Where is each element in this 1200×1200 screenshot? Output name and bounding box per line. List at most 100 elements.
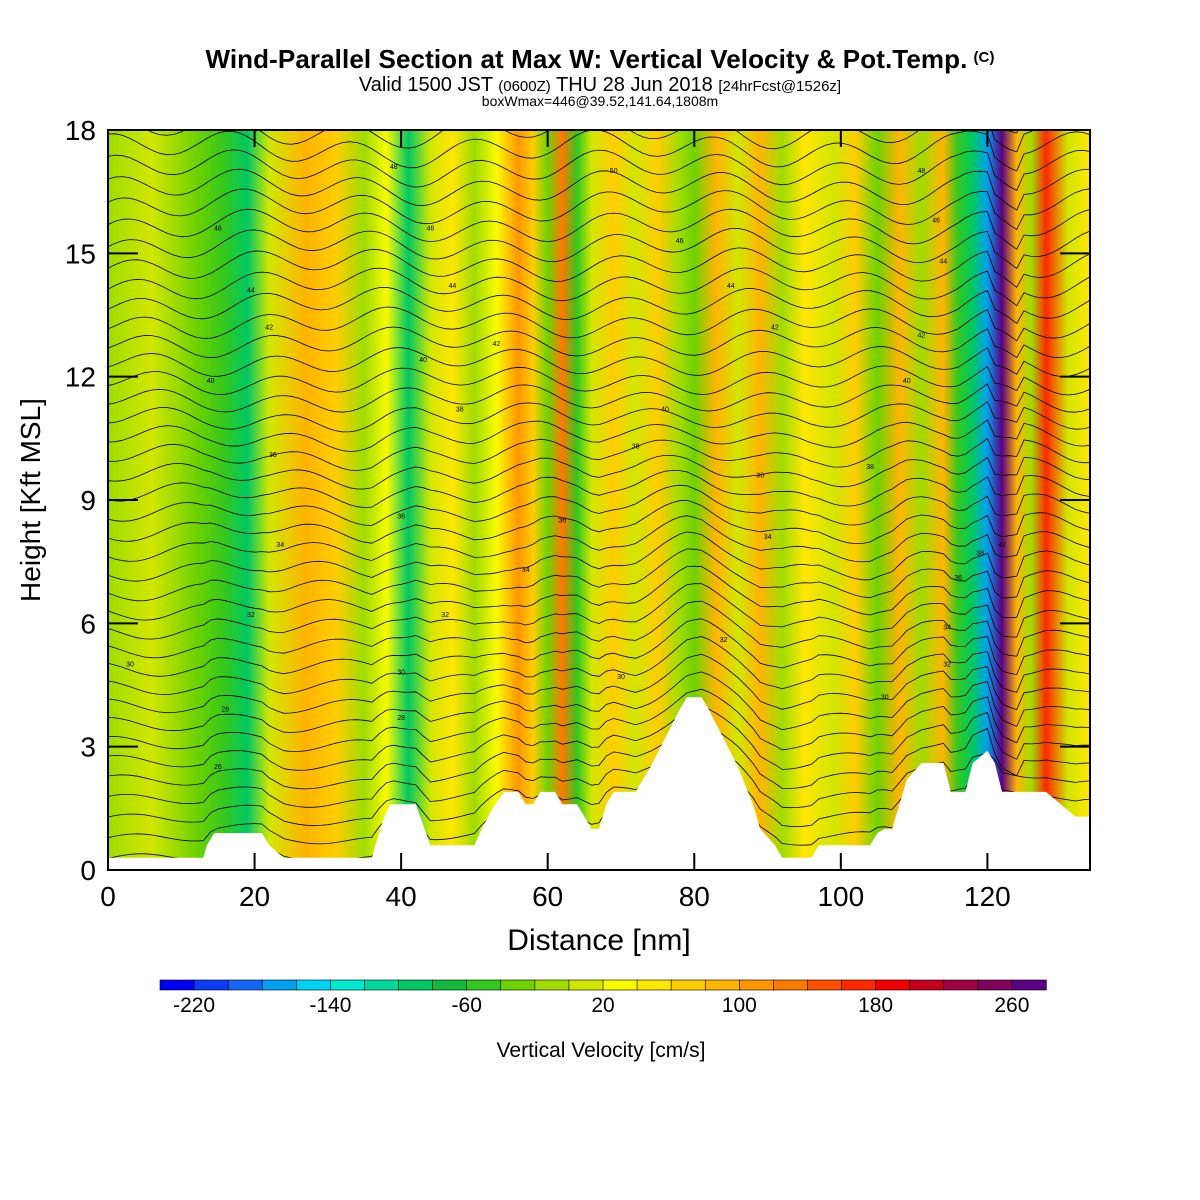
contour-label: 36: [756, 472, 764, 479]
x-tick-label: 100: [817, 881, 864, 912]
contour-label: 40: [661, 407, 669, 414]
isentrope-line: [108, 565, 1090, 621]
contour-label: 36: [559, 518, 567, 525]
valid-date: THU 28 Jun 2018: [555, 74, 713, 96]
isentrope-line: [108, 188, 1090, 231]
contour-label: 40: [207, 378, 215, 385]
colorbar-bin: [500, 979, 536, 991]
colorbar-bin: [227, 979, 263, 991]
isentrope-line: [108, 705, 1090, 771]
x-tick-label: 40: [386, 881, 417, 912]
x-tick-label: 0: [100, 881, 116, 912]
isentrope-line: [763, 130, 1019, 134]
contour-label: 34: [522, 567, 530, 574]
velocity-field-fill: [108, 130, 1090, 870]
contour-label: 36: [269, 452, 277, 459]
isentrope-line: [108, 437, 1090, 471]
colorbar-bin: [773, 979, 809, 991]
isentrope-line: [108, 653, 1090, 714]
colorbar-tick-label: -220: [173, 994, 215, 1017]
isentrope-line: [108, 346, 1090, 377]
isentrope-line: [108, 722, 1090, 790]
contour-label: 40: [419, 357, 427, 364]
colorbar-bin: [1011, 979, 1047, 991]
colorbar-bin: [841, 979, 877, 991]
contour-label: 32: [441, 612, 449, 619]
contour-label: 32: [720, 637, 728, 644]
colorbar-tick-label: 20: [591, 994, 614, 1017]
isentrope-line: [108, 469, 1090, 508]
contour-label: 50: [610, 168, 618, 175]
colorbar-bin: [807, 979, 843, 991]
colorbar-bin: [909, 979, 945, 991]
contour-label: 30: [881, 694, 889, 701]
contour-label: 48: [918, 168, 926, 175]
contour-label: 46: [214, 226, 222, 233]
contour-label: 38: [632, 444, 640, 451]
y-axis-ticks: 0 36 9 12 15 18: [65, 115, 1090, 886]
colorbar-bin: [193, 979, 229, 991]
isentrope-line: [108, 484, 1090, 526]
colorbar-bin: [534, 979, 570, 991]
isentrope-line: [108, 267, 1090, 307]
colorbar-bin: [602, 979, 638, 991]
y-tick-label: 9: [80, 485, 96, 516]
colorbar-tick-label: 100: [722, 994, 757, 1017]
contour-label: 42: [918, 333, 926, 340]
isentrope-line: [108, 401, 1090, 433]
colorbar-tick-label: -60: [452, 994, 482, 1017]
title-text: Wind-Parallel Section at Max W: Vertical…: [205, 44, 968, 74]
contour-label: 44: [940, 259, 948, 266]
contour-labels: 30 28 26 32 34 36 40 42 44 46 48 46 44 40 42 38 36 32 30 28…: [126, 164, 1006, 771]
y-tick-label: 15: [65, 238, 96, 269]
isentrope-line: [146, 130, 1035, 153]
colorbar-tick-label: -140: [309, 994, 351, 1017]
isentrope-line: [108, 515, 1090, 563]
x-tick-label: 60: [532, 881, 563, 912]
colorbar-tick-label: 260: [994, 994, 1029, 1017]
y-tick-label: 18: [65, 115, 96, 146]
x-tick-label: 120: [964, 881, 1011, 912]
contour-label: 34: [276, 542, 284, 549]
colorbar-bin: [875, 979, 911, 991]
y-tick-label: 3: [80, 732, 96, 763]
contour-label: 28: [221, 707, 229, 714]
isentrope-line: [108, 149, 1090, 191]
y-tick-label: 12: [65, 362, 96, 393]
colorbar-bin: [364, 979, 400, 991]
title-mark: (C): [973, 49, 995, 66]
isentrope-line: [108, 71, 1090, 115]
valid-prefix: Valid 1500 JST: [358, 74, 493, 96]
contour-label: 48: [390, 164, 398, 171]
contour-label: 28: [397, 715, 405, 722]
y-tick-label: 0: [80, 855, 96, 886]
contour-label: 32: [247, 612, 255, 619]
contour-label: 42: [493, 341, 501, 348]
isentrope-line: [108, 419, 1090, 452]
colorbar-bin: [330, 979, 366, 991]
x-axis-label: Distance [nm]: [507, 924, 690, 957]
isentrope-line: [108, 306, 1090, 342]
contour-label: 38: [976, 550, 984, 557]
forecast-info: [24hrFcst@1526z]: [718, 78, 842, 95]
colorbar-bin: [739, 979, 775, 991]
isentrope-line: [108, 286, 1090, 325]
contour-label: 32: [943, 661, 951, 668]
colorbar-bin: [466, 979, 502, 991]
colorbar-tick-labels: -220 -140 -60 20 100 180 260: [173, 994, 1029, 1017]
isentrope-line: [108, 636, 1090, 696]
colorbar-bin: [704, 979, 741, 991]
contour-label: 44: [727, 283, 735, 290]
x-tick-label: 80: [679, 881, 710, 912]
contour-label: 30: [126, 661, 134, 668]
contour-label: 36: [954, 575, 962, 582]
isentrope-line: [108, 168, 1090, 211]
isentrope-line: [108, 51, 1090, 96]
valid-utc: (0600Z): [498, 78, 551, 95]
contour-label: 36: [397, 513, 405, 520]
colorbar-label: Vertical Velocity [cm/s]: [497, 1039, 706, 1062]
terrain-fill: [108, 697, 1090, 870]
colorbar-bin: [261, 979, 298, 991]
isentrope-line: [108, 688, 1090, 752]
